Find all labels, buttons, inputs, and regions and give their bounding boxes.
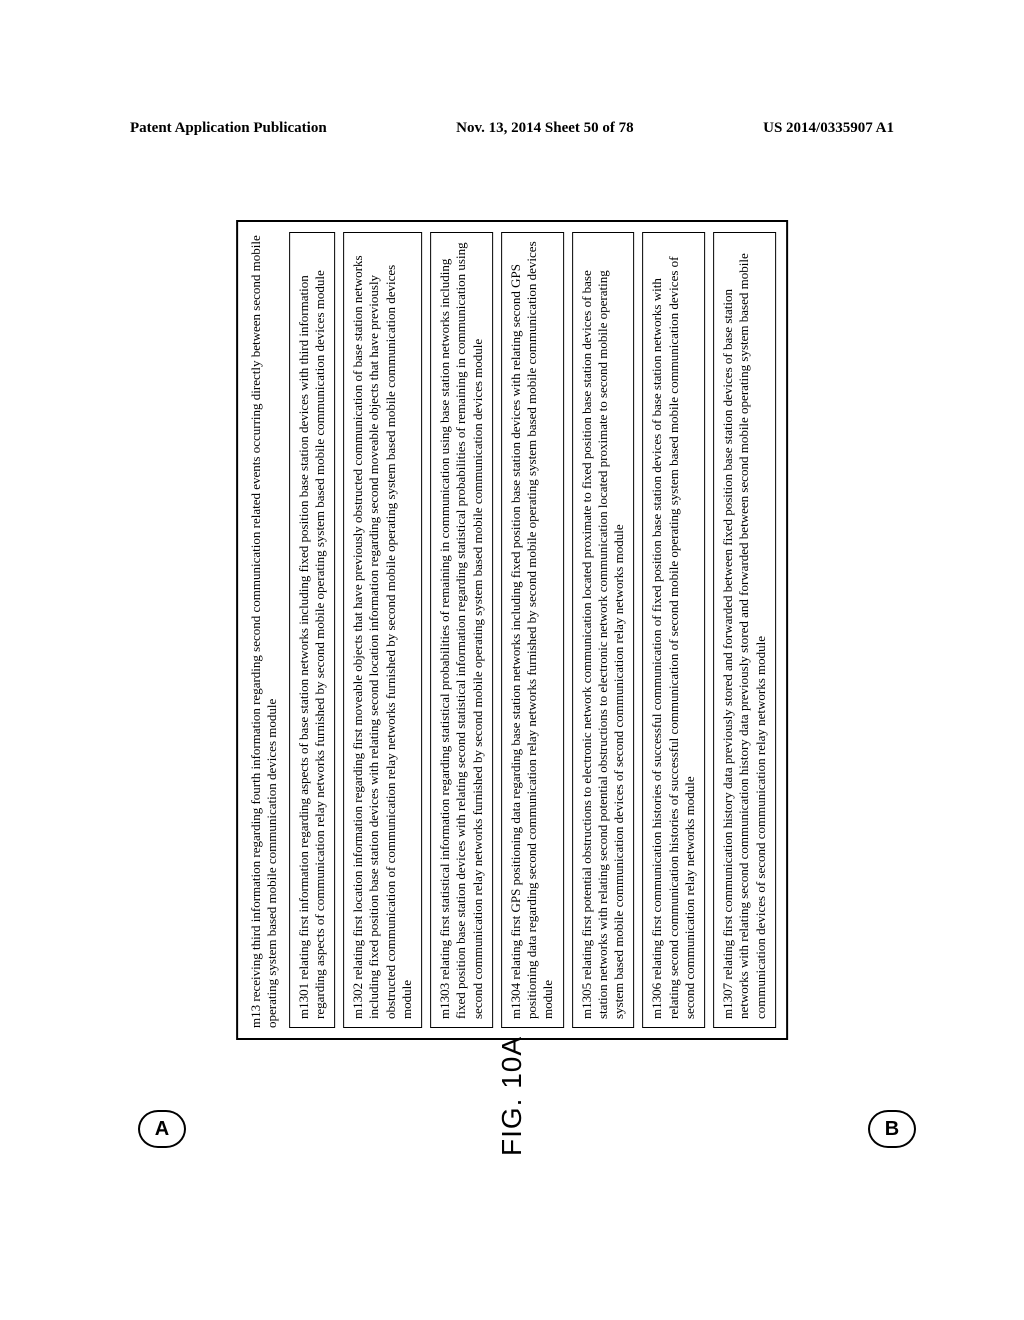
module-box-m1304: m1304 relating first GPS positioning dat… <box>501 232 564 1028</box>
header-left: Patent Application Publication <box>130 120 327 137</box>
header-center: Nov. 13, 2014 Sheet 50 of 78 <box>456 120 634 137</box>
page: Patent Application Publication Nov. 13, … <box>0 0 1024 1320</box>
module-box-m1302: m1302 relating first location informatio… <box>343 232 422 1028</box>
module-box-m1301: m1301 relating first information regardi… <box>289 232 336 1028</box>
connector-a-label: A <box>155 1118 169 1141</box>
connector-b: B <box>868 1110 916 1148</box>
header-right: US 2014/0335907 A1 <box>763 120 894 137</box>
module-box-m1303: m1303 relating first statistical informa… <box>430 232 493 1028</box>
module-box-m1307: m1307 relating first communication histo… <box>713 232 776 1028</box>
connector-b-label: B <box>885 1118 899 1141</box>
outer-module-title: m13 receiving third information regardin… <box>248 232 281 1028</box>
module-box-m1305: m1305 relating first potential obstructi… <box>572 232 635 1028</box>
page-header: Patent Application Publication Nov. 13, … <box>0 120 1024 137</box>
figure-sheet: m13 receiving third information regardin… <box>236 220 788 1040</box>
outer-module-box: m13 receiving third information regardin… <box>236 220 788 1040</box>
figure-label: FIG. 10A <box>496 1036 528 1156</box>
module-box-m1306: m1306 relating first communication histo… <box>642 232 705 1028</box>
connector-a: A <box>138 1110 186 1148</box>
